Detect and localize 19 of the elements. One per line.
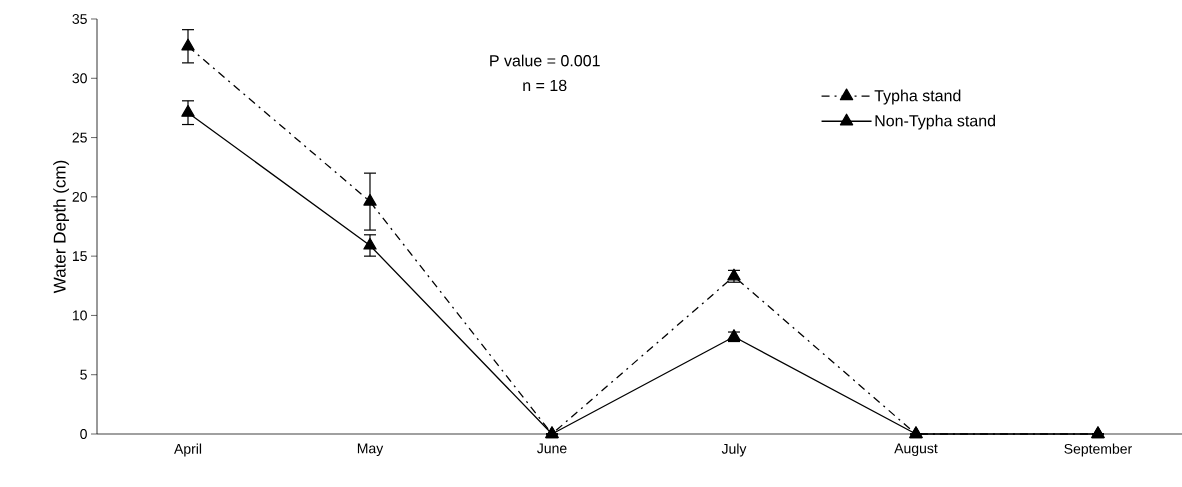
y-axis-title: Water Depth (cm) [53,160,70,294]
x-tick-label: September [1064,443,1132,457]
y-tick-label: 20 [72,191,87,202]
annotation: n = 18 [523,79,567,92]
y-tick-label: 10 [72,310,87,321]
legend-label: Typha stand [874,89,961,105]
x-tick-label: April [174,443,202,457]
x-tick-label: June [537,443,567,454]
y-tick-label: 30 [72,73,87,84]
y-tick-label: 35 [72,14,87,24]
annotation: P value = 0.001 [490,54,600,67]
x-tick-label: May [357,443,384,457]
legend-label: Non-Typha stand [875,114,995,130]
y-tick-label: 0 [80,429,87,439]
y-tick-label: 5 [80,369,87,380]
y-tick-label: 15 [72,251,87,262]
x-tick-label: August [894,443,938,457]
y-tick-label: 25 [72,132,87,143]
x-tick-label: July [721,443,747,457]
